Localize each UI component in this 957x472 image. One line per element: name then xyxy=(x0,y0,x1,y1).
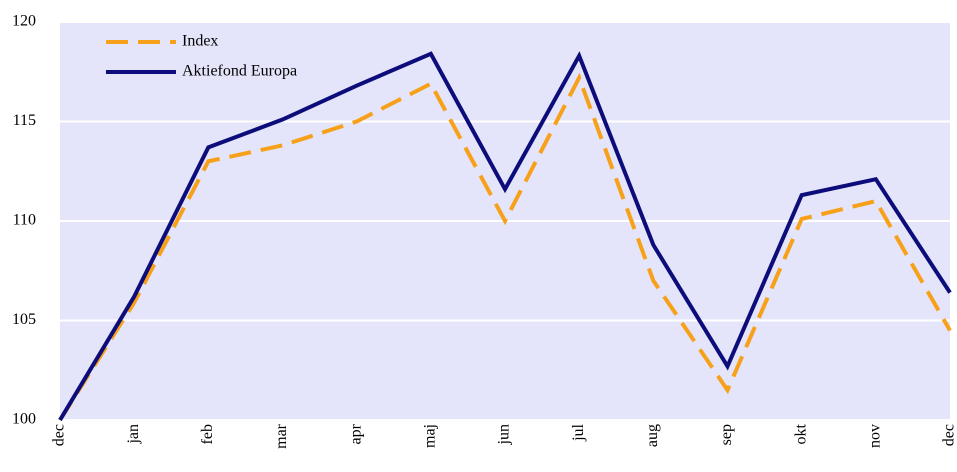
y-tick-label: 110 xyxy=(13,212,36,229)
x-tick-label: maj xyxy=(422,424,439,448)
x-tick-label: dec xyxy=(941,424,957,446)
series-line xyxy=(58,72,952,422)
y-tick-label: 100 xyxy=(12,411,36,428)
y-tick-label: 120 xyxy=(12,13,36,30)
x-tick-label: aug xyxy=(644,424,661,447)
x-tick-label: sep xyxy=(718,424,735,445)
x-tick-label: feb xyxy=(199,424,216,444)
series-line xyxy=(58,51,952,422)
x-tick-label: jan xyxy=(125,424,142,445)
y-tick-label: 105 xyxy=(12,311,36,328)
x-tick-label: apr xyxy=(347,423,364,444)
x-tick-label: nov xyxy=(867,424,884,448)
x-tick-label: jul xyxy=(570,423,587,441)
x-tick-label: okt xyxy=(792,423,809,444)
x-tick-label: mar xyxy=(273,423,290,449)
legend-label: Aktiefond Europa xyxy=(182,63,297,80)
legend-label: Index xyxy=(182,33,218,50)
y-tick-label: 115 xyxy=(13,112,36,129)
x-tick-label: dec xyxy=(51,424,68,446)
x-tick-label: jun xyxy=(496,424,513,445)
